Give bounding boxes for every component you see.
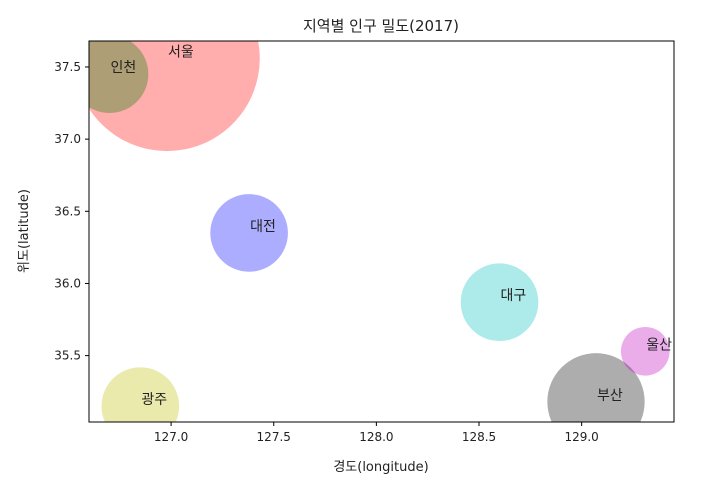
y-tick-label: 36.5 bbox=[54, 204, 81, 218]
bubble-layer bbox=[89, 41, 670, 422]
y-tick-label: 37.5 bbox=[54, 60, 81, 74]
bubble-point bbox=[620, 326, 670, 376]
bubble-label: 서울 bbox=[168, 44, 194, 60]
y-tick-label: 35.5 bbox=[54, 349, 81, 363]
bubble-label: 부산 bbox=[597, 388, 623, 404]
plot-frame bbox=[88, 40, 675, 423]
bubble-point bbox=[89, 41, 149, 113]
x-tick-label: 129.0 bbox=[564, 430, 598, 444]
bubble-label: 울산 bbox=[646, 337, 672, 353]
y-axis: 35.5 36.0 36.5 37.0 37.5 bbox=[54, 60, 89, 363]
bubble-point bbox=[210, 194, 288, 272]
bubble-label: 대전 bbox=[250, 219, 276, 235]
x-tick-label: 128.5 bbox=[462, 430, 496, 444]
bubble-label: 광주 bbox=[141, 392, 167, 408]
bubble-point bbox=[101, 367, 180, 422]
x-tick-label: 127.5 bbox=[257, 430, 291, 444]
x-tick-label: 128.0 bbox=[359, 430, 393, 444]
x-tick-label: 127.0 bbox=[154, 430, 188, 444]
y-tick-label: 37.0 bbox=[54, 132, 81, 146]
bubble-point bbox=[547, 353, 645, 422]
chart-title: 지역별 인구 밀도(2017) bbox=[303, 17, 459, 35]
bubble-label: 대구 bbox=[501, 288, 527, 304]
bubble-point bbox=[460, 263, 539, 342]
y-axis-title: 위도(latitude) bbox=[17, 189, 32, 273]
bubble-label: 인천 bbox=[111, 60, 137, 76]
bubble-point bbox=[89, 41, 260, 152]
y-tick-label: 36.0 bbox=[54, 276, 81, 290]
x-axis: 127.0 127.5 128.0 128.5 129.0 bbox=[154, 422, 599, 444]
x-axis-title: 경도(longitude) bbox=[333, 460, 428, 475]
